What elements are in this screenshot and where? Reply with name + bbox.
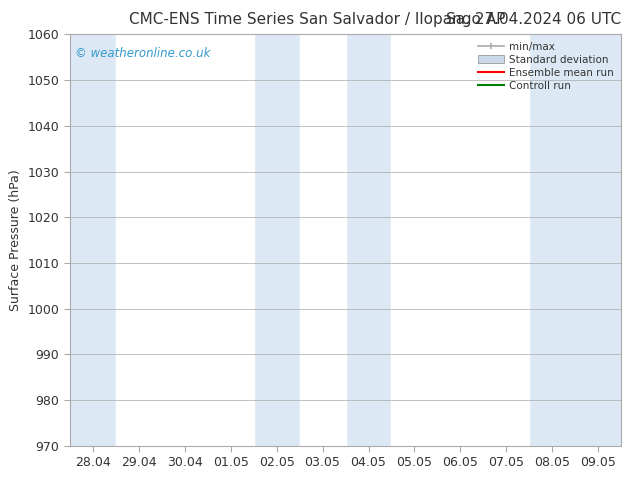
- Bar: [115, 34, 162, 446]
- Bar: [391, 34, 437, 446]
- Text: Sa. 27.04.2024 06 UTC: Sa. 27.04.2024 06 UTC: [446, 12, 621, 27]
- Legend: min/max, Standard deviation, Ensemble mean run, Controll run: min/max, Standard deviation, Ensemble me…: [474, 37, 618, 95]
- Bar: [483, 34, 529, 446]
- Title: CMC-ENS Time Series San Salvador / Ilopango AP        Sa. 27.04.2024 06 UTC: CMC-ENS Time Series San Salvador / Ilopa…: [0, 489, 1, 490]
- Bar: [207, 34, 254, 446]
- Bar: [299, 34, 346, 446]
- Bar: [162, 34, 207, 446]
- Text: CMC-ENS Time Series San Salvador / Ilopango AP: CMC-ENS Time Series San Salvador / Ilopa…: [129, 12, 505, 27]
- Y-axis label: Surface Pressure (hPa): Surface Pressure (hPa): [9, 169, 22, 311]
- Text: © weatheronline.co.uk: © weatheronline.co.uk: [75, 47, 210, 60]
- Bar: [437, 34, 483, 446]
